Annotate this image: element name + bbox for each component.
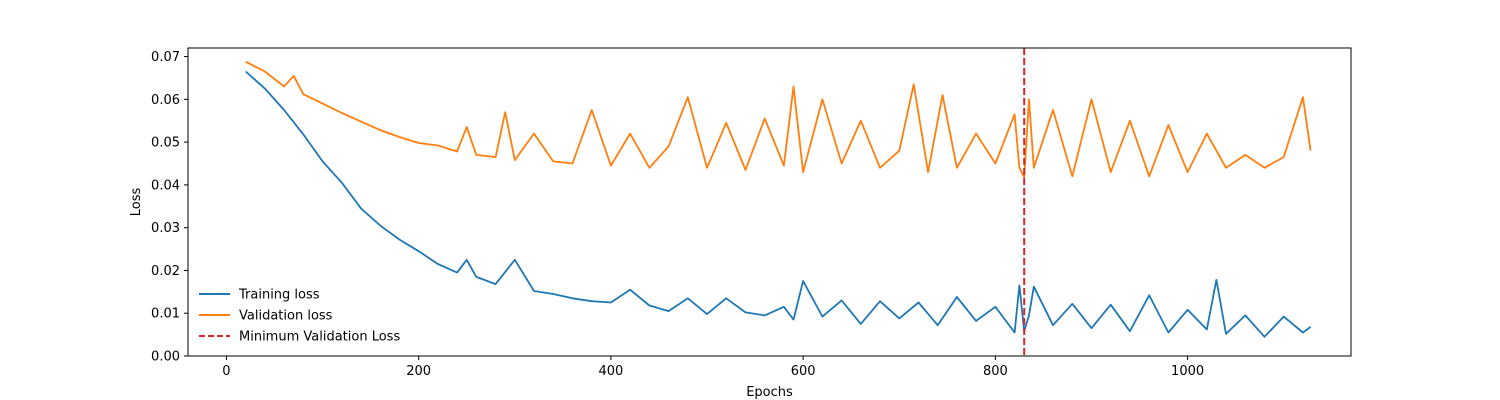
legend: Training loss Validation loss Minimum Va… xyxy=(199,288,400,345)
y-tick-label: 0.03 xyxy=(151,221,180,236)
validation-loss-line xyxy=(245,60,1312,179)
x-tick-label: 200 xyxy=(406,364,431,379)
series-layer xyxy=(245,60,1312,338)
x-tick-label: 800 xyxy=(983,364,1008,379)
y-tick-label: 0.00 xyxy=(151,350,180,365)
x-tick-label: 600 xyxy=(791,364,816,379)
y-axis-ticks: 0.00 0.01 0.02 0.03 0.04 0.05 0.06 0.07 xyxy=(151,50,188,365)
y-tick-label: 0.07 xyxy=(151,50,180,65)
y-tick-label: 0.05 xyxy=(151,136,180,151)
training-loss-line xyxy=(245,70,1312,338)
y-axis-label: Loss xyxy=(129,188,144,217)
x-tick-label: 400 xyxy=(598,364,623,379)
y-tick-label: 0.04 xyxy=(151,178,180,193)
legend-label-min-validation: Minimum Validation Loss xyxy=(239,330,400,345)
y-tick-label: 0.02 xyxy=(151,264,180,279)
legend-label-validation-loss: Validation loss xyxy=(239,309,333,324)
plot-frame xyxy=(187,47,1352,357)
legend-label-training-loss: Training loss xyxy=(238,288,320,303)
x-axis-label: Epochs xyxy=(746,385,793,400)
x-tick-label: 1000 xyxy=(1171,364,1204,379)
y-tick-label: 0.01 xyxy=(151,307,180,322)
x-tick-label: 0 xyxy=(222,364,230,379)
y-tick-label: 0.06 xyxy=(151,93,180,108)
x-axis-ticks: 0 200 400 600 800 1000 xyxy=(222,356,1204,379)
